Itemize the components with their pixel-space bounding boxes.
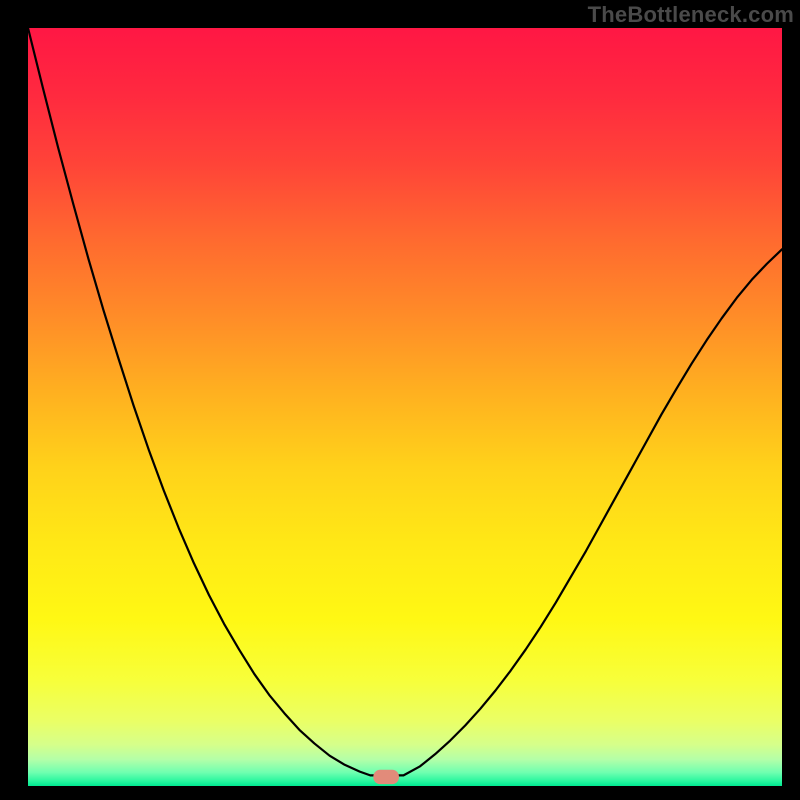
- plot-area: [28, 28, 782, 786]
- bottleneck-chart-svg: [28, 28, 782, 786]
- gradient-background: [28, 28, 782, 786]
- chart-frame: TheBottleneck.com: [0, 0, 800, 800]
- optimal-marker: [373, 770, 399, 784]
- watermark-text: TheBottleneck.com: [588, 2, 794, 28]
